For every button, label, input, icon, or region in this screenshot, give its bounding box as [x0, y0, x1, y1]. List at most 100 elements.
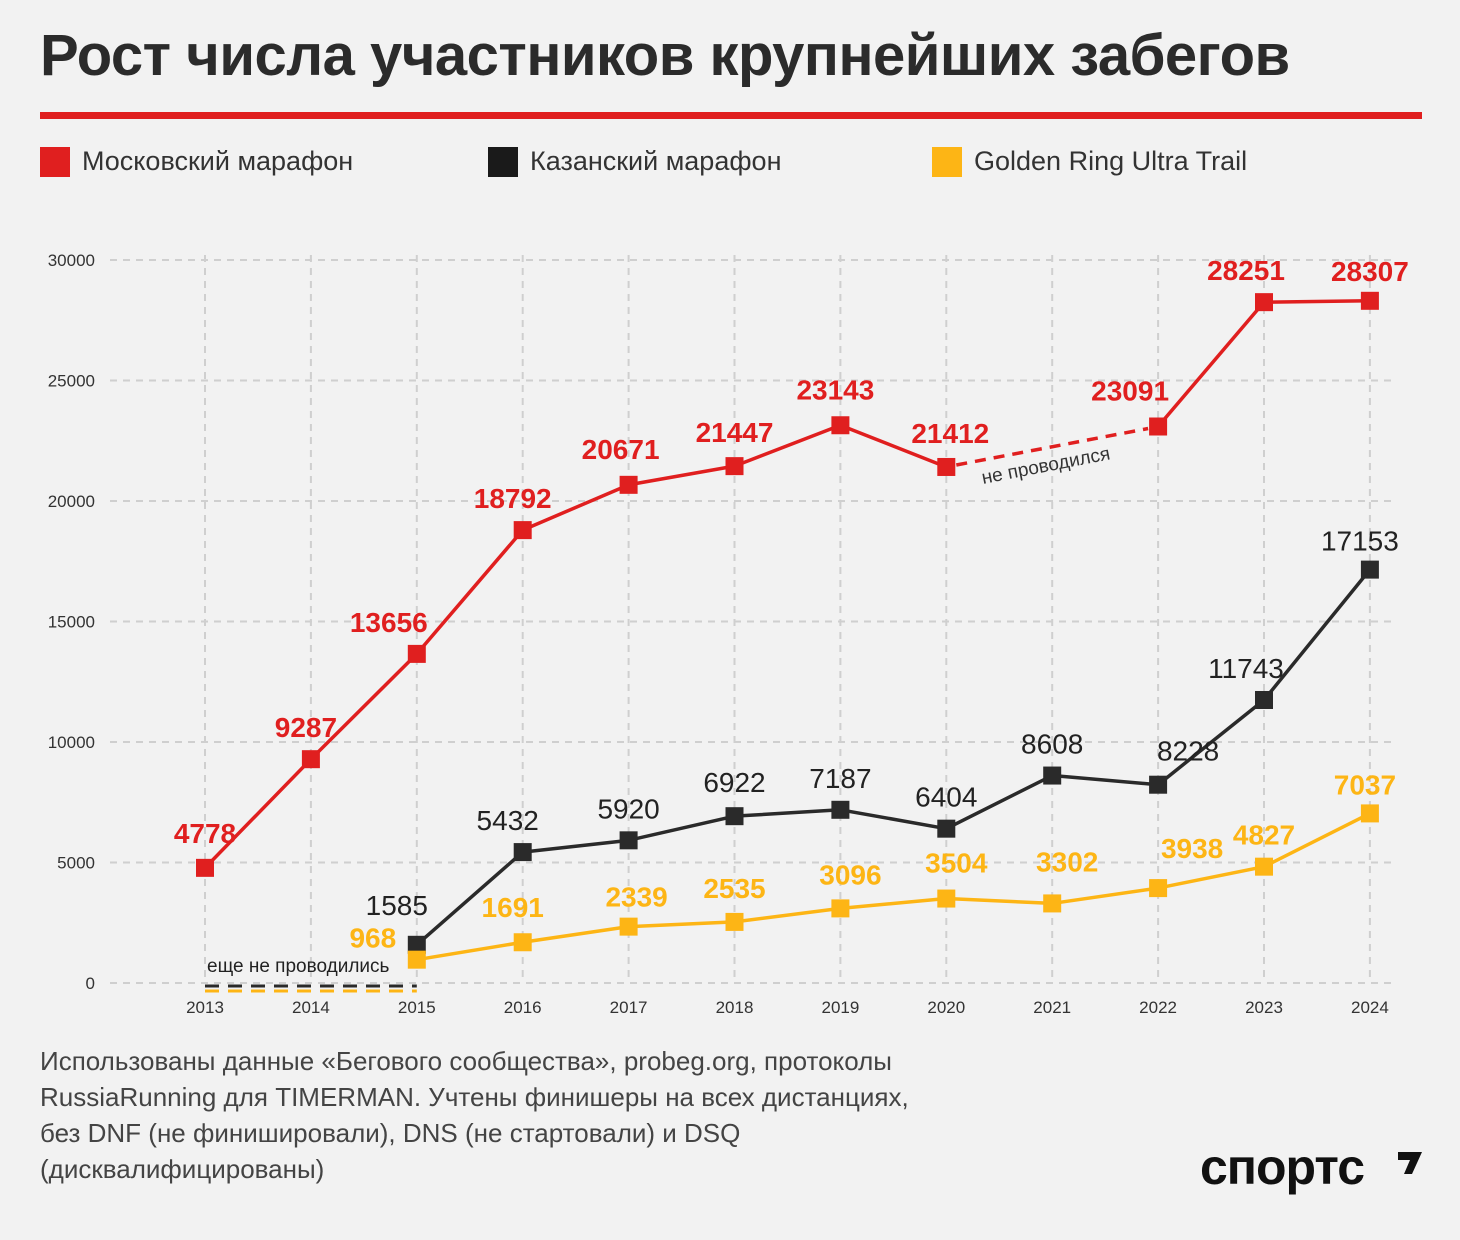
line-chart: 0 5000 10000 15000 20000 25000 30000 2013 2014 20… — [48, 251, 1409, 1017]
data-label: 8228 — [1157, 736, 1219, 767]
footnote-line: без DNF (не финишировали), DNS (не старт… — [40, 1118, 741, 1148]
x-tick-label: 2013 — [186, 998, 224, 1017]
sports-logo: спортс — [1200, 1140, 1422, 1195]
data-point-marker — [1149, 879, 1168, 898]
annotation-not-yet-held: еще не проводились — [207, 956, 390, 977]
legend-label-moscow: Московский марафон — [82, 146, 354, 176]
data-label: 5432 — [477, 805, 539, 836]
data-point-marker — [1255, 857, 1273, 876]
x-tick-label: 2023 — [1245, 998, 1283, 1017]
data-label: 21447 — [696, 417, 774, 448]
footnote-line: Использованы данные «Бегового сообщества… — [40, 1046, 892, 1076]
data-label: 11743 — [1208, 653, 1284, 684]
y-tick-label: 20000 — [48, 492, 95, 511]
data-point-marker — [937, 819, 956, 838]
data-label: 4778 — [174, 818, 236, 849]
legend-item-kazan: Казанский марафон — [488, 146, 781, 177]
x-tick-label: 2016 — [504, 998, 542, 1017]
legend-swatch-moscow — [40, 146, 70, 177]
legend-label-kazan: Казанский марафон — [530, 146, 782, 176]
footnote-line: RussiaRunning для TIMERMAN. Учтены финиш… — [40, 1082, 909, 1112]
data-label: 8608 — [1021, 729, 1083, 760]
data-label: 13656 — [350, 607, 428, 638]
data-point-marker — [407, 950, 426, 969]
data-label: 2535 — [703, 873, 765, 904]
data-label: 18792 — [474, 483, 552, 514]
x-tick-label: 2019 — [821, 998, 859, 1017]
data-label: 1691 — [482, 892, 544, 923]
data-point-marker — [1043, 894, 1062, 913]
footnote-line: (дисквалифицированы) — [40, 1154, 325, 1184]
data-point-marker — [1360, 804, 1379, 823]
data-label: 21412 — [911, 418, 989, 449]
data-point-marker — [513, 843, 532, 862]
data-point-marker — [937, 457, 956, 476]
data-label: 23143 — [796, 374, 874, 405]
data-label: 20671 — [582, 434, 660, 465]
data-point-marker — [407, 935, 426, 954]
series-gap-dashed — [955, 426, 1149, 467]
data-label: 7037 — [1334, 769, 1396, 800]
data-point-marker — [619, 917, 638, 936]
data-label: 28307 — [1331, 256, 1409, 287]
data-label: 5920 — [597, 793, 659, 824]
x-tick-label: 2024 — [1351, 998, 1389, 1017]
y-tick-label: 5000 — [57, 854, 95, 873]
title-underline — [40, 112, 1422, 119]
data-point-marker — [513, 933, 532, 952]
legend-swatch-golden — [932, 146, 962, 177]
x-tick-label: 2014 — [292, 998, 330, 1017]
series-line — [416, 811, 1371, 962]
y-tick-label: 10000 — [48, 733, 95, 752]
y-tick-label: 15000 — [48, 613, 95, 632]
data-label: 968 — [349, 923, 396, 954]
data-point-marker — [1255, 690, 1273, 709]
legend-swatch-kazan — [488, 146, 518, 177]
data-label: 1585 — [366, 890, 428, 921]
legend-item-moscow: Московский марафон — [40, 146, 353, 177]
legend-label-golden: Golden Ring Ultra Trail — [974, 146, 1248, 176]
data-label: 3504 — [925, 848, 988, 879]
y-tick-label: 25000 — [48, 372, 95, 391]
y-tick-label: 30000 — [48, 251, 95, 270]
data-point-marker — [831, 416, 850, 435]
data-label: 6922 — [703, 767, 765, 798]
data-point-marker — [725, 457, 744, 476]
data-point-marker — [725, 807, 744, 826]
x-tick-label: 2017 — [610, 998, 648, 1017]
legend-item-golden: Golden Ring Ultra Trail — [932, 146, 1247, 177]
data-label: 6404 — [915, 782, 977, 813]
chart-legend: Московский марафон Казанский марафон Gol… — [40, 146, 1420, 186]
data-point-marker — [1360, 291, 1379, 310]
page-title: Рост числа участников крупнейших забегов — [40, 23, 1290, 88]
x-tick-label: 2018 — [716, 998, 754, 1017]
data-point-marker — [1255, 293, 1273, 312]
x-tick-label: 2015 — [398, 998, 436, 1017]
data-point-marker — [513, 521, 532, 540]
data-point-marker — [1043, 766, 1062, 785]
data-point-marker — [831, 899, 850, 918]
data-label: 3938 — [1161, 833, 1223, 864]
logo-text: спортс — [1200, 1140, 1364, 1195]
data-point-marker — [725, 912, 744, 931]
series-line — [415, 568, 1372, 947]
data-label: 2339 — [605, 882, 667, 913]
y-tick-label: 0 — [86, 974, 95, 993]
data-point-marker — [1149, 775, 1168, 794]
logo-quote-mark — [1398, 1152, 1422, 1174]
data-point-marker — [619, 831, 638, 850]
data-label: 3302 — [1036, 846, 1098, 877]
data-point-marker — [1149, 417, 1168, 436]
data-point-marker — [407, 644, 426, 663]
data-label: 3096 — [819, 859, 881, 890]
footnote: Использованы данные «Бегового сообщества… — [40, 1043, 1000, 1187]
annotation-not-held: не проводился — [980, 443, 1112, 488]
data-label: 4827 — [1233, 820, 1295, 851]
data-label: 7187 — [809, 763, 871, 794]
series-line — [203, 423, 947, 870]
data-point-marker — [301, 750, 320, 769]
data-point-marker — [196, 858, 214, 877]
x-tick-label: 2020 — [927, 998, 965, 1017]
data-point-marker — [831, 800, 850, 819]
data-point-marker — [1360, 560, 1379, 579]
